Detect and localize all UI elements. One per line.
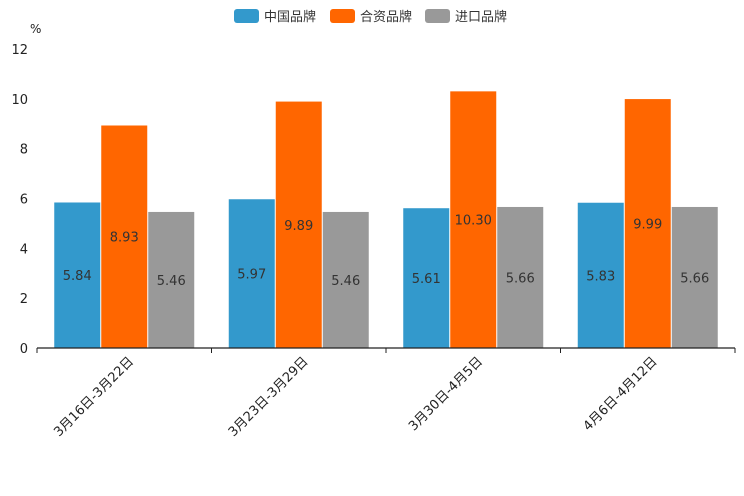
- y-tick-label-4: 4: [20, 242, 28, 257]
- bar-series3-cat2: [322, 211, 369, 348]
- legend-label-1: 中国品牌: [264, 9, 316, 25]
- data-label-series2-cat4: 9.99: [633, 218, 662, 233]
- bar-series2-cat4: [624, 99, 671, 349]
- bar-series1-cat3: [403, 208, 450, 348]
- y-tick-label-6: 6: [20, 193, 28, 208]
- data-label-series1-cat2: 5.97: [237, 268, 266, 283]
- legend-swatch-3: [425, 9, 450, 23]
- bar-series3-cat4: [671, 206, 718, 348]
- x-category-label-1: 3月16日-3月22日: [51, 354, 137, 440]
- data-label-series3-cat1: 5.46: [157, 274, 186, 289]
- y-axis: 0 2 4 6 8 10 12: [11, 43, 28, 357]
- bar-series1-cat1: [54, 202, 101, 348]
- bars-group: 5.84 8.93 5.46 5.97 9.89 5.46 5.61 10.30 5.66 5.8…: [54, 91, 718, 349]
- bar-series3-cat3: [497, 206, 544, 348]
- bar-series1-cat4: [577, 202, 624, 348]
- legend-label-3: 进口品牌: [455, 9, 507, 25]
- data-label-series1-cat3: 5.61: [412, 272, 441, 287]
- data-label-series1-cat4: 5.83: [586, 269, 615, 284]
- x-axis: 3月16日-3月22日 3月23日-3月29日 3月30日-4月5日 4月6日-4月1…: [36, 347, 736, 440]
- data-label-series3-cat2: 5.46: [331, 274, 360, 289]
- x-category-label-2: 3月23日-3月29日: [226, 354, 312, 440]
- y-tick-label-8: 8: [20, 143, 28, 158]
- data-label-series3-cat3: 5.66: [506, 271, 535, 286]
- y-tick-label-10: 10: [11, 93, 28, 108]
- legend-swatch-1: [234, 9, 259, 23]
- bar-series1-cat2: [228, 199, 275, 348]
- y-tick-label-2: 2: [20, 292, 28, 307]
- y-tick-label-12: 12: [11, 43, 28, 58]
- legend-swatch-2: [330, 9, 355, 23]
- legend: 中国品牌 合资品牌 进口品牌: [234, 9, 507, 25]
- data-label-series2-cat2: 9.89: [284, 219, 313, 234]
- data-label-series2-cat1: 8.93: [110, 231, 139, 246]
- y-tick-label-0: 0: [20, 342, 28, 357]
- data-label-series1-cat1: 5.84: [63, 269, 92, 284]
- bar-series2-cat1: [101, 125, 148, 348]
- data-label-series2-cat3: 10.30: [455, 214, 492, 229]
- bar-series3-cat1: [148, 211, 195, 348]
- legend-label-2: 合资品牌: [360, 9, 412, 25]
- y-axis-unit-label: %: [30, 22, 41, 36]
- x-category-label-4: 4月6日-4月12日: [581, 354, 661, 434]
- data-label-series3-cat4: 5.66: [680, 271, 709, 286]
- x-category-label-3: 3月30日-4月5日: [406, 354, 486, 434]
- bar-series2-cat2: [275, 101, 322, 349]
- bar-series2-cat3: [450, 91, 497, 348]
